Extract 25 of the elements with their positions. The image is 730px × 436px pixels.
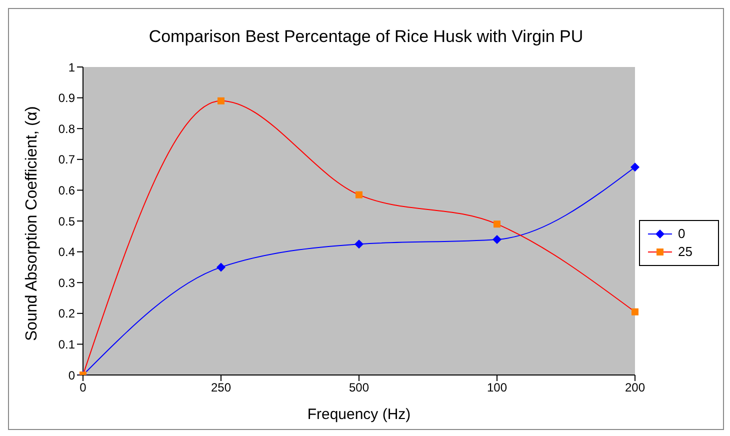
y-tick-label: 0.3: [58, 276, 76, 290]
x-tick-label: 100: [486, 380, 508, 395]
legend-label: 25: [678, 243, 692, 261]
y-tick-label: 0.2: [58, 306, 76, 321]
x-tick-label: 200: [624, 380, 646, 395]
chart-title: Comparison Best Percentage of Rice Husk with Virgin PU: [148, 27, 584, 48]
point: [354, 240, 364, 249]
y-tick-label: 0.7: [58, 152, 76, 167]
point: [630, 162, 640, 172]
x-tick-label: 500: [348, 380, 370, 395]
point: [492, 234, 502, 244]
x-axis-title: Frequency (Hz): [307, 406, 411, 423]
y-tick-label: 0: [68, 368, 76, 382]
y-axis-title: Sound Absorption Coefficient, (α): [24, 106, 41, 341]
point: [216, 262, 226, 272]
legend-label: 0: [678, 225, 686, 243]
y-tick-label: 1: [68, 60, 76, 74]
x-tick-label: 250: [210, 380, 232, 395]
x-tick-label: 0: [80, 380, 87, 395]
y-tick-label: 0.6: [58, 183, 76, 198]
y-tick-label: 0.1: [58, 337, 76, 352]
y-tick-label: 0.9: [58, 91, 76, 106]
y-tick-label: 0.5: [58, 214, 76, 228]
y-tick-label: 0.4: [58, 245, 76, 260]
y-tick-label: 0.8: [58, 122, 76, 136]
